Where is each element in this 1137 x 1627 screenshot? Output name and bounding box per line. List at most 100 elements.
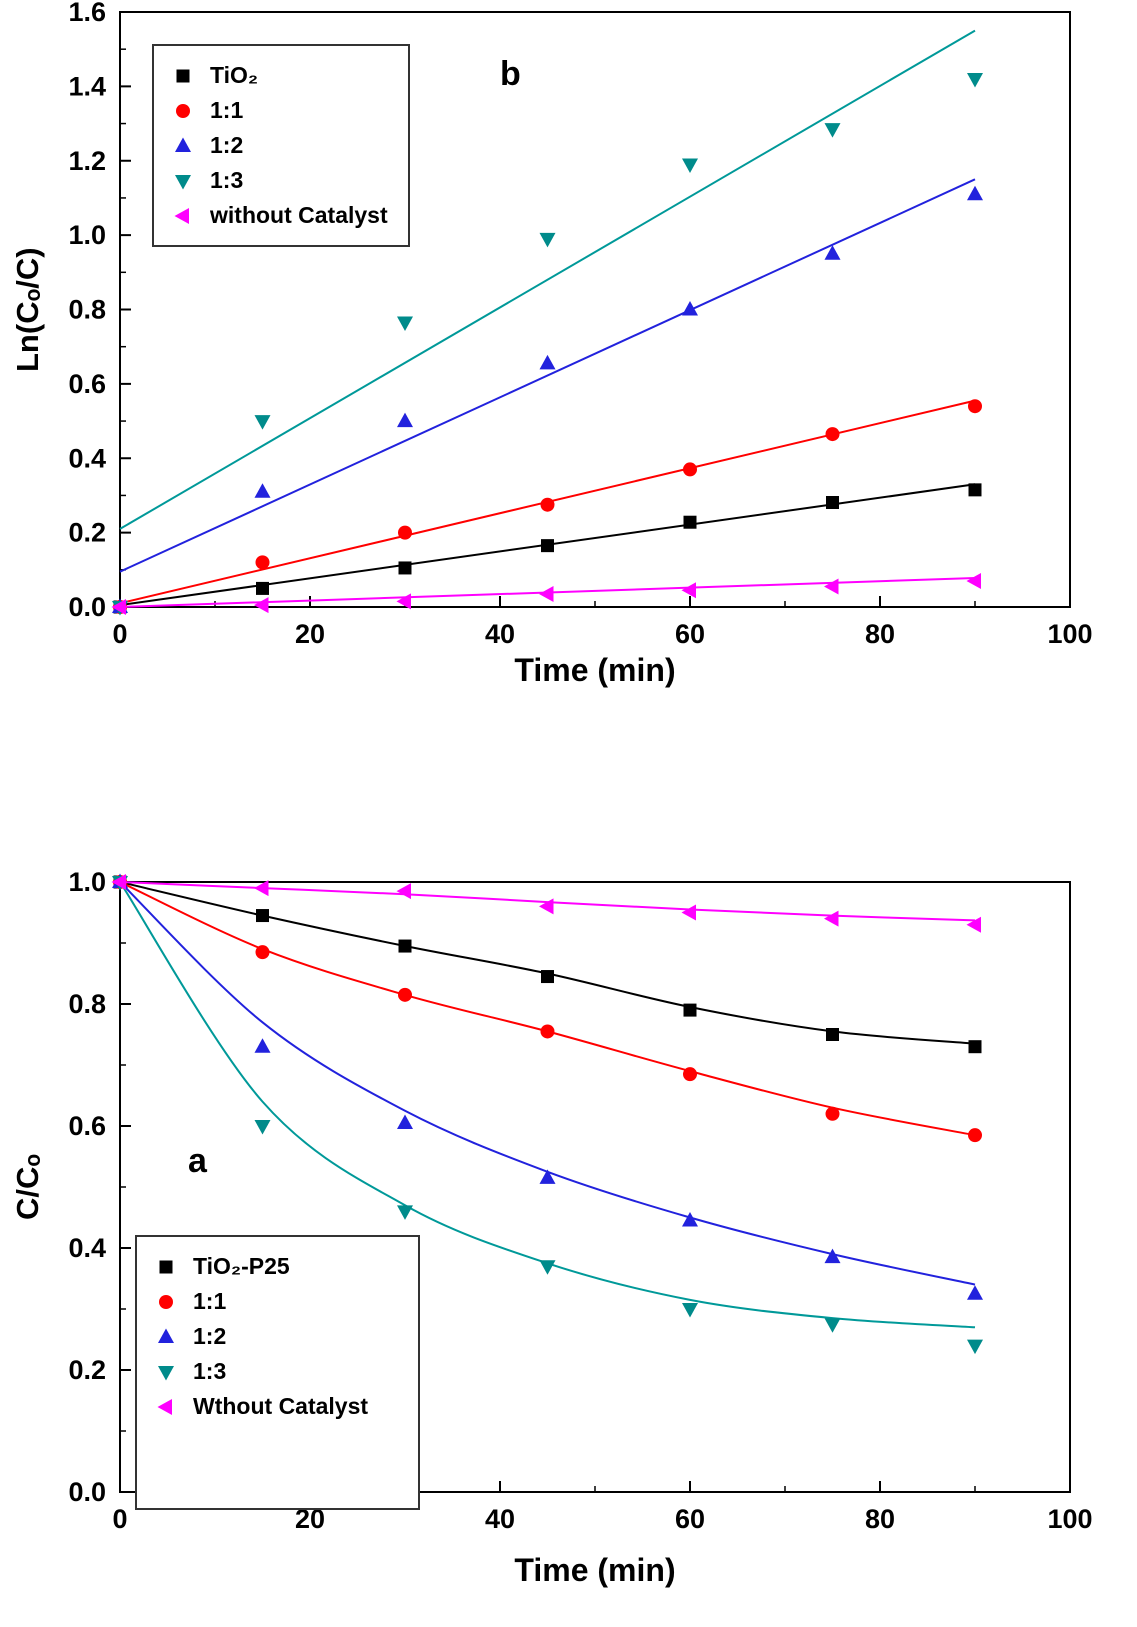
legend-label: TiO₂-P25 bbox=[193, 1253, 290, 1279]
x-tick-label: 0 bbox=[112, 1504, 127, 1534]
chart-b-y-axis-label: Ln(Cₒ/C) bbox=[10, 247, 45, 373]
legend-label: 1:2 bbox=[193, 1323, 227, 1349]
legend-label: 1:2 bbox=[210, 132, 244, 158]
data-point-square bbox=[968, 483, 982, 497]
data-point-triangle-up bbox=[682, 1212, 698, 1227]
chart-a-panel-letter: a bbox=[188, 1142, 207, 1180]
triangle-up-marker-icon bbox=[175, 137, 191, 152]
y-tick-label: 0.6 bbox=[68, 369, 106, 399]
data-point-triangle-down bbox=[824, 123, 841, 138]
legend-entry: 1:1 bbox=[168, 93, 394, 128]
y-tick-label: 0.2 bbox=[68, 1355, 106, 1385]
triangle-left-marker-icon bbox=[157, 1398, 172, 1415]
data-point-triangle-left bbox=[396, 883, 411, 900]
data-point-square bbox=[541, 539, 554, 553]
data-point-circle bbox=[683, 1067, 697, 1082]
x-tick-label: 40 bbox=[485, 619, 515, 649]
legend-entry: 1:1 bbox=[151, 1284, 404, 1319]
data-point-circle bbox=[255, 945, 270, 960]
square-marker-icon bbox=[176, 69, 190, 82]
data-point-circle bbox=[825, 427, 840, 442]
data-point-triangle-left bbox=[111, 874, 126, 890]
data-point-triangle-left bbox=[539, 898, 554, 915]
legend-label: Wthout Catalyst bbox=[193, 1393, 369, 1419]
legend-entry: 1:2 bbox=[168, 128, 394, 163]
data-point-triangle-down bbox=[539, 232, 556, 248]
chart-b-x-axis-label: Time (min) bbox=[514, 652, 676, 688]
data-point-triangle-up bbox=[254, 1038, 271, 1053]
y-tick-label: 0.8 bbox=[68, 295, 106, 325]
x-tick-label: 100 bbox=[1047, 619, 1092, 649]
chart-a-legend: TiO₂-P25 1:1 1:2 1:3 Wthout Catalyst bbox=[135, 1235, 420, 1510]
triangle-down-marker-icon bbox=[175, 174, 191, 189]
data-point-square bbox=[968, 1040, 982, 1054]
chart-b: 0 20 40 60 80 100 0.0 0.2 0.4 0.6 0.8 1.0 1.2 1.4 1.6 … bbox=[0, 0, 1137, 790]
fit-curve bbox=[119, 881, 976, 1329]
data-point-circle bbox=[255, 555, 270, 570]
fit-line bbox=[119, 29, 976, 530]
y-tick-label: 0.8 bbox=[68, 989, 106, 1019]
data-point-triangle-left bbox=[966, 916, 981, 933]
y-tick-label: 1.4 bbox=[68, 71, 106, 101]
data-point-square bbox=[398, 939, 412, 953]
x-tick-label: 60 bbox=[675, 1504, 705, 1534]
square-marker-icon bbox=[159, 1260, 173, 1273]
data-point-triangle-up bbox=[539, 354, 556, 370]
circle-marker-icon bbox=[159, 1294, 173, 1309]
data-point-square bbox=[826, 496, 839, 510]
data-point-triangle-up bbox=[967, 185, 983, 201]
y-tick-label: 0.2 bbox=[68, 518, 106, 548]
x-tick-label: 100 bbox=[1047, 1504, 1092, 1534]
triangle-up-marker-icon bbox=[158, 1328, 174, 1343]
data-point-circle bbox=[398, 987, 412, 1002]
data-point-triangle-left bbox=[824, 910, 839, 927]
data-point-triangle-left bbox=[539, 585, 554, 602]
data-point-circle bbox=[683, 462, 697, 477]
data-point-triangle-down bbox=[967, 1339, 983, 1355]
fit-curve bbox=[119, 881, 976, 1137]
data-point-triangle-left bbox=[681, 582, 696, 599]
fit-curve bbox=[119, 881, 976, 922]
data-point-triangle-left bbox=[966, 572, 981, 589]
y-tick-label: 0.0 bbox=[68, 1477, 106, 1507]
x-tick-label: 40 bbox=[485, 1504, 515, 1534]
y-tick-label: 1.0 bbox=[68, 220, 106, 250]
data-point-circle bbox=[540, 497, 555, 512]
data-point-triangle-down bbox=[967, 72, 983, 88]
legend-entry: TiO₂ bbox=[168, 58, 394, 93]
data-point-triangle-left bbox=[254, 597, 269, 614]
data-point-triangle-up bbox=[397, 1114, 413, 1129]
legend-label: 1:1 bbox=[193, 1288, 227, 1314]
legend-label: 1:3 bbox=[193, 1358, 227, 1384]
data-point-triangle-up bbox=[824, 1248, 841, 1264]
data-point-square bbox=[398, 561, 412, 575]
data-point-triangle-down bbox=[824, 1318, 841, 1333]
legend-entry: TiO₂-P25 bbox=[151, 1249, 404, 1284]
data-point-triangle-left bbox=[111, 599, 126, 615]
chart-b-panel-letter: b bbox=[500, 55, 521, 93]
data-point-triangle-down bbox=[682, 158, 698, 173]
circle-marker-icon bbox=[176, 103, 190, 118]
legend-entry: 1:3 bbox=[151, 1354, 404, 1389]
chart-a: 0 20 40 60 80 100 0.0 0.2 0.4 0.6 0.8 1.0 C/Cₒ Time… bbox=[0, 837, 1137, 1627]
data-point-triangle-down bbox=[682, 1303, 698, 1318]
data-point-circle bbox=[968, 1128, 982, 1143]
y-tick-label: 1.6 bbox=[68, 0, 106, 27]
y-tick-label: 1.2 bbox=[68, 146, 106, 176]
x-tick-label: 80 bbox=[865, 619, 895, 649]
data-point-triangle-up bbox=[824, 245, 841, 260]
data-point-triangle-up bbox=[967, 1285, 983, 1300]
legend-entry: without Catalyst bbox=[168, 198, 394, 233]
data-point-circle bbox=[398, 525, 412, 540]
x-tick-label: 0 bbox=[112, 619, 127, 649]
triangle-left-marker-icon bbox=[174, 207, 189, 224]
legend-label: TiO₂ bbox=[210, 62, 259, 88]
legend-entry: 1:3 bbox=[168, 163, 394, 198]
legend-label: 1:3 bbox=[210, 167, 244, 193]
data-point-triangle-left bbox=[396, 593, 411, 610]
data-point-triangle-down bbox=[397, 316, 413, 332]
legend-label: 1:1 bbox=[210, 97, 244, 123]
data-point-triangle-down bbox=[254, 1120, 271, 1135]
data-point-circle bbox=[825, 1106, 840, 1121]
